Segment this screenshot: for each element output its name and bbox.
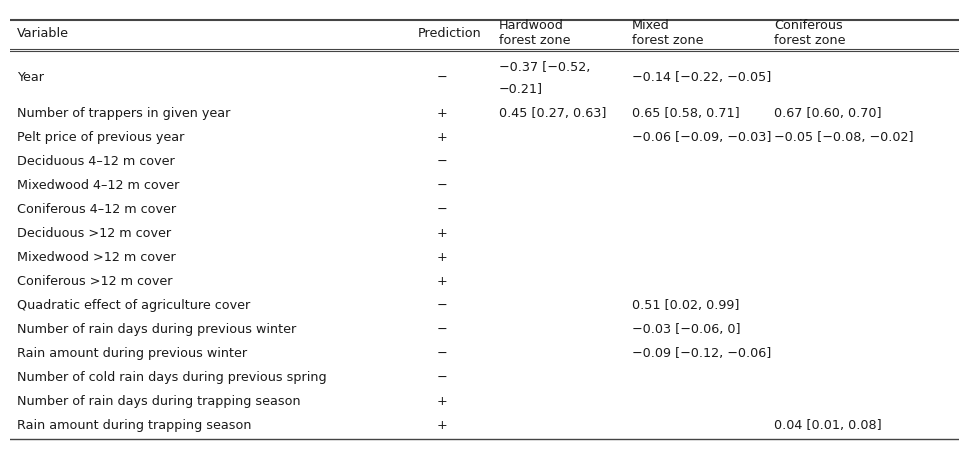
Text: Deciduous 4–12 m cover: Deciduous 4–12 m cover — [17, 155, 175, 168]
Text: −: − — [436, 179, 447, 192]
Text: Rain amount during trapping season: Rain amount during trapping season — [17, 419, 252, 432]
Text: forest zone: forest zone — [632, 34, 703, 47]
Text: 0.51 [0.02, 0.99]: 0.51 [0.02, 0.99] — [632, 299, 739, 312]
Text: Coniferous 4–12 m cover: Coniferous 4–12 m cover — [17, 203, 176, 216]
Text: +: + — [436, 227, 447, 240]
Text: −: − — [436, 323, 447, 336]
Text: −0.05 [−0.08, −0.02]: −0.05 [−0.08, −0.02] — [774, 131, 914, 144]
Text: Number of cold rain days during previous spring: Number of cold rain days during previous… — [17, 371, 327, 384]
Text: Coniferous: Coniferous — [774, 20, 843, 32]
Text: −: − — [436, 203, 447, 216]
Text: Variable: Variable — [17, 26, 70, 40]
Text: −0.06 [−0.09, −0.03]: −0.06 [−0.09, −0.03] — [632, 131, 771, 144]
Text: −: − — [436, 299, 447, 312]
Text: +: + — [436, 394, 447, 408]
Text: −: − — [436, 347, 447, 360]
Text: Pelt price of previous year: Pelt price of previous year — [17, 131, 185, 144]
Text: −0.37 [−0.52,: −0.37 [−0.52, — [499, 61, 590, 74]
Text: −: − — [436, 155, 447, 168]
Text: −: − — [436, 371, 447, 384]
Text: +: + — [436, 251, 447, 264]
Text: Deciduous >12 m cover: Deciduous >12 m cover — [17, 227, 172, 240]
Text: 0.04 [0.01, 0.08]: 0.04 [0.01, 0.08] — [774, 419, 882, 432]
Text: +: + — [436, 107, 447, 120]
Text: Number of trappers in given year: Number of trappers in given year — [17, 107, 231, 120]
Text: forest zone: forest zone — [499, 34, 570, 47]
Text: −0.03 [−0.06, 0]: −0.03 [−0.06, 0] — [632, 323, 740, 336]
Text: Hardwood: Hardwood — [499, 20, 564, 32]
Text: −0.14 [−0.22, −0.05]: −0.14 [−0.22, −0.05] — [632, 71, 771, 84]
Text: 0.65 [0.58, 0.71]: 0.65 [0.58, 0.71] — [632, 107, 739, 120]
Text: +: + — [436, 131, 447, 144]
Text: +: + — [436, 419, 447, 432]
Text: Coniferous >12 m cover: Coniferous >12 m cover — [17, 275, 172, 288]
Text: −0.09 [−0.12, −0.06]: −0.09 [−0.12, −0.06] — [632, 347, 771, 360]
Text: Rain amount during previous winter: Rain amount during previous winter — [17, 347, 247, 360]
Text: Number of rain days during previous winter: Number of rain days during previous wint… — [17, 323, 297, 336]
Text: Mixedwood >12 m cover: Mixedwood >12 m cover — [17, 251, 176, 264]
Text: Mixedwood 4–12 m cover: Mixedwood 4–12 m cover — [17, 179, 179, 192]
Text: Quadratic effect of agriculture cover: Quadratic effect of agriculture cover — [17, 299, 251, 312]
Text: Prediction: Prediction — [418, 26, 482, 40]
Text: −: − — [436, 71, 447, 84]
Text: Mixed: Mixed — [632, 20, 670, 32]
Text: 0.45 [0.27, 0.63]: 0.45 [0.27, 0.63] — [499, 107, 607, 120]
Text: Year: Year — [17, 71, 45, 84]
Text: +: + — [436, 275, 447, 288]
Text: −0.21]: −0.21] — [499, 81, 543, 95]
Text: 0.67 [0.60, 0.70]: 0.67 [0.60, 0.70] — [774, 107, 882, 120]
Text: Number of rain days during trapping season: Number of rain days during trapping seas… — [17, 394, 301, 408]
Text: forest zone: forest zone — [774, 34, 846, 47]
